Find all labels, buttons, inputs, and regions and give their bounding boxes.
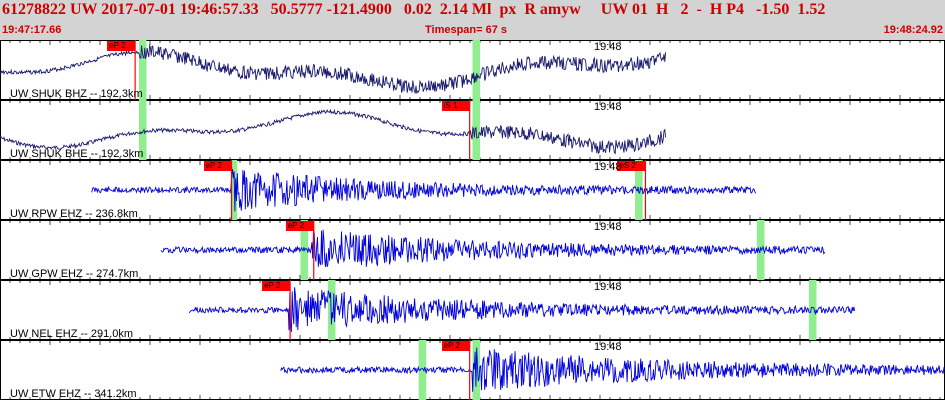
trace-panel[interactable]: eP 2 19:48 UW ETW EHZ -- 341.2km <box>0 340 945 400</box>
minute-label: 19:48 <box>594 101 622 113</box>
pick-label[interactable]: eP 2 <box>285 221 314 231</box>
start-time: 19:47:17.66 <box>2 24 62 36</box>
channel-label: UW RPW EHZ -- 236.8km <box>10 208 138 220</box>
pick-label[interactable]: eP 2 <box>262 281 291 291</box>
trace-plot <box>0 280 945 340</box>
channel-label: UW NEL EHZ -- 291.0km <box>10 328 134 340</box>
trace-panel[interactable]: eP 2 19:48 UW GPW EHZ -- 274.7km <box>0 220 945 280</box>
analysis-window <box>138 40 147 100</box>
pick-label[interactable]: eP 2 <box>107 41 136 51</box>
minute-label: 19:48 <box>594 281 622 293</box>
end-time: 19:48:24.92 <box>883 24 943 36</box>
waveform-trace <box>188 287 856 333</box>
analysis-window <box>418 340 427 400</box>
minute-label: 19:48 <box>594 221 622 233</box>
channel-label: UW GPW EHZ -- 274.7km <box>10 268 139 280</box>
pick-label[interactable]: iS 1 <box>441 101 470 111</box>
panel-border <box>0 220 945 280</box>
waveform-trace <box>0 44 667 95</box>
trace-plot <box>0 220 945 280</box>
waveform-trace <box>280 347 945 392</box>
trace-panel[interactable]: iS 1 19:48 UW SHUK BHE -- 192.3km <box>0 100 945 160</box>
panel-border <box>0 280 945 340</box>
pick-label[interactable]: eP 2 <box>203 161 232 171</box>
channel-label: UW SHUK BHE -- 192.3km <box>10 148 144 160</box>
waveform-trace <box>91 168 757 212</box>
trace-plot <box>0 160 945 220</box>
waveform-trace <box>160 229 826 268</box>
channel-label: UW SHUK BHZ -- 192.3km <box>10 88 143 100</box>
header-bar: 61278822 UW 2017-07-01 19:46:57.33 50.57… <box>0 0 945 40</box>
pick-label[interactable]: eP 2 <box>441 341 470 351</box>
trace-panel[interactable]: eP 2 19:48 UW NEL EHZ -- 291.0km <box>0 280 945 340</box>
seismogram-panels: eP 2 19:48 UW SHUK BHZ -- 192.3km iS 1 19:48… <box>0 40 945 400</box>
analysis-window <box>327 280 336 340</box>
channel-label: UW ETW EHZ -- 341.2km <box>10 388 137 400</box>
pick-label[interactable]: eS 2 <box>617 161 646 171</box>
trace-panel[interactable]: eP 2 eS 2 19:48 UW RPW EHZ -- 236.8km <box>0 160 945 220</box>
minute-label: 19:48 <box>594 341 622 353</box>
minute-label: 19:48 <box>594 41 622 53</box>
event-title: 61278822 UW 2017-07-01 19:46:57.33 50.57… <box>2 1 826 18</box>
analysis-window <box>138 100 147 160</box>
timespan: Timespan= 67 s <box>425 24 508 36</box>
analysis-window <box>756 220 765 280</box>
minute-label: 19:48 <box>594 161 622 173</box>
trace-panel[interactable]: eP 2 19:48 UW SHUK BHZ -- 192.3km <box>0 40 945 100</box>
trace-plot <box>0 40 945 100</box>
waveform-trace <box>0 108 667 155</box>
analysis-window <box>472 40 481 100</box>
trace-plot <box>0 340 945 400</box>
analysis-window <box>808 280 817 340</box>
